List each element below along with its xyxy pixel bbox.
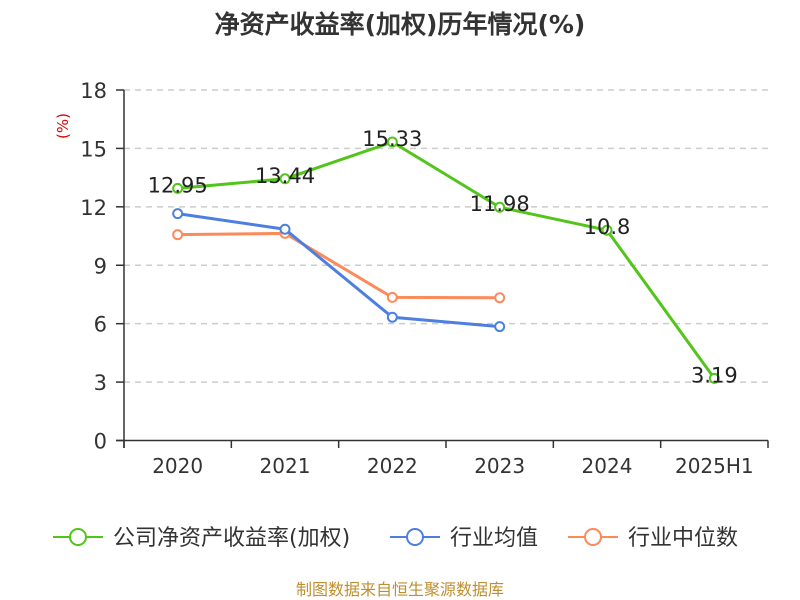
data-point[interactable] <box>386 311 398 323</box>
data-point[interactable] <box>601 224 613 236</box>
data-point[interactable] <box>172 182 184 194</box>
legend: 公司净资产收益率(加权) 行业均值 行业中位数 <box>53 526 738 551</box>
legend-label: 公司净资产收益率(加权) <box>113 526 350 551</box>
x-tick-label: 2024 <box>582 454 633 478</box>
data-point[interactable] <box>386 136 398 148</box>
x-tick-label: 2023 <box>474 454 525 478</box>
legend-label: 行业中位数 <box>628 526 738 551</box>
data-label: 11.98 <box>470 192 530 216</box>
x-tick-label: 2022 <box>367 454 418 478</box>
legend-label: 行业均值 <box>450 526 538 551</box>
y-tick-label: 12 <box>80 196 107 220</box>
data-point[interactable] <box>494 321 506 333</box>
y-axis-ticks: 0 3 6 9 12 15 18 <box>80 79 124 454</box>
data-label: 3.19 <box>691 363 738 387</box>
series-1 <box>172 208 506 333</box>
legend-item-company-roe[interactable]: 公司净资产收益率(加权) <box>53 526 350 551</box>
series-line <box>177 231 500 300</box>
data-labels: 12.95 13.44 15.33 11.98 10.8 3.19 <box>148 127 738 387</box>
x-tick-label: 2020 <box>152 454 203 478</box>
y-tick-label: 0 <box>94 430 107 454</box>
legend-circle-icon <box>406 528 424 546</box>
data-point[interactable] <box>494 201 506 213</box>
y-tick-label: 3 <box>94 371 107 395</box>
y-tick-label: 6 <box>94 313 107 337</box>
legend-item-industry-average[interactable]: 行业均值 <box>390 526 538 551</box>
data-label: 13.44 <box>255 164 315 188</box>
x-tick-label: 2025H1 <box>675 454 754 478</box>
series-group <box>172 136 720 384</box>
x-axis-ticks: 2020 2021 2022 2023 2024 2025H1 <box>123 440 769 478</box>
data-point[interactable] <box>386 291 398 303</box>
data-point[interactable] <box>708 372 720 384</box>
y-tick-label: 18 <box>80 79 107 103</box>
data-label: 15.33 <box>362 127 422 151</box>
data-point[interactable] <box>279 223 291 235</box>
series-0 <box>172 136 720 384</box>
data-source-footer: 制图数据来自恒生聚源数据库 <box>296 580 504 599</box>
legend-circle-icon <box>69 528 87 546</box>
axes <box>116 90 768 448</box>
legend-circle-icon <box>584 528 602 546</box>
y-tick-label: 9 <box>94 254 107 278</box>
data-label: 12.95 <box>148 173 208 197</box>
data-point[interactable] <box>279 173 291 185</box>
x-tick-label: 2021 <box>260 454 311 478</box>
chart-title: 净资产收益率(加权)历年情况(%) <box>215 10 586 39</box>
legend-item-industry-median[interactable]: 行业中位数 <box>568 526 738 551</box>
series-line <box>177 140 716 380</box>
data-point[interactable] <box>172 229 184 241</box>
y-axis-label: (%) <box>54 113 72 139</box>
data-point[interactable] <box>172 208 184 220</box>
y-tick-label: 15 <box>80 137 107 161</box>
data-point[interactable] <box>494 292 506 304</box>
gridlines <box>124 89 768 383</box>
data-label: 10.8 <box>584 215 631 239</box>
series-line <box>177 212 500 329</box>
